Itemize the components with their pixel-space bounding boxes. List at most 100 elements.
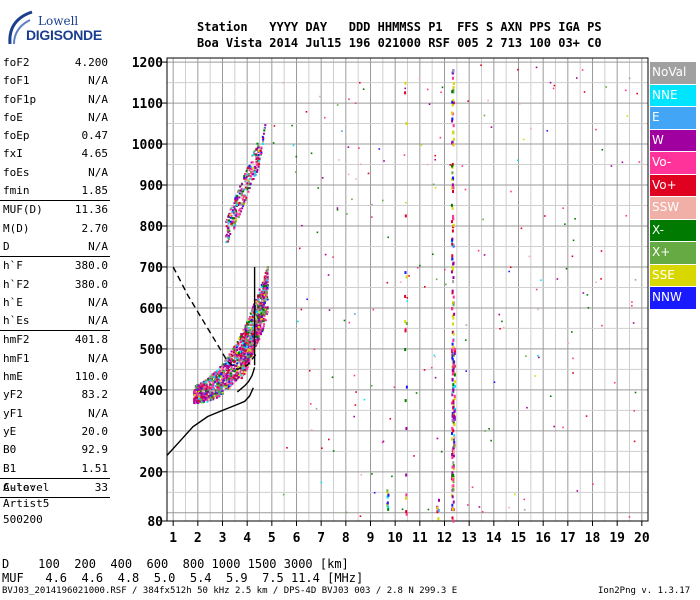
param-name: B0 xyxy=(3,443,17,457)
echo-point xyxy=(203,396,206,399)
echo-point xyxy=(257,310,260,313)
echo-point xyxy=(243,177,246,180)
echo-point xyxy=(367,172,370,175)
echo-point xyxy=(203,383,206,386)
echo-point xyxy=(222,381,225,384)
echo-point xyxy=(465,370,467,372)
echo-point xyxy=(233,227,236,230)
echo-point xyxy=(245,331,248,334)
echo-point xyxy=(232,211,235,214)
echo-point xyxy=(408,275,410,277)
echo-point xyxy=(386,281,389,284)
echo-point xyxy=(258,330,261,333)
echo-point xyxy=(600,250,603,252)
echo-point xyxy=(235,205,238,208)
echo-point xyxy=(251,161,254,164)
x-tick-label: 4 xyxy=(243,531,251,546)
echo-point xyxy=(452,303,455,307)
echo-point xyxy=(243,362,246,365)
echo-point xyxy=(249,347,252,350)
echo-point xyxy=(520,227,523,230)
echo-point xyxy=(451,214,454,218)
echo-point xyxy=(633,440,636,443)
echo-point xyxy=(251,154,254,157)
echo-point xyxy=(201,382,204,385)
echo-point xyxy=(257,316,260,319)
echo-point xyxy=(535,288,538,291)
echo-point xyxy=(451,346,454,350)
echo-point xyxy=(452,88,455,92)
echo-point xyxy=(234,199,237,202)
echo-point xyxy=(254,166,257,169)
echo-point xyxy=(263,318,266,321)
param-value: 83.2 xyxy=(81,388,109,402)
echo-point xyxy=(244,368,247,371)
echo-point xyxy=(240,333,243,336)
echo-point xyxy=(251,340,254,343)
echo-point xyxy=(242,188,245,191)
echo-point xyxy=(233,370,236,373)
echo-point xyxy=(196,384,199,387)
echo-point xyxy=(241,190,244,193)
echo-point xyxy=(282,82,284,84)
echo-point xyxy=(405,493,408,497)
echo-point xyxy=(256,313,259,316)
echo-point xyxy=(253,172,256,175)
echo-point xyxy=(215,394,218,397)
echo-point xyxy=(251,335,254,338)
echo-point xyxy=(453,434,456,438)
echo-point xyxy=(508,506,510,509)
echo-point xyxy=(254,319,257,322)
echo-point xyxy=(246,358,249,361)
echo-point xyxy=(231,355,234,358)
echo-point xyxy=(243,201,246,204)
echo-point xyxy=(451,493,454,497)
echo-point xyxy=(434,355,436,358)
echo-point xyxy=(248,360,251,363)
param-value: N/A xyxy=(88,314,108,328)
echo-point xyxy=(248,172,251,175)
echo-point xyxy=(223,375,226,378)
footer-file-info: BVJ03_2014196021000.RSF / 384fx512h 50 k… xyxy=(2,586,458,596)
echo-point xyxy=(437,498,440,502)
echo-point xyxy=(239,361,242,364)
echo-point xyxy=(467,504,469,506)
param-name: foEp xyxy=(3,129,30,143)
echo-point xyxy=(354,404,357,406)
echo-point xyxy=(223,384,226,387)
echo-point xyxy=(249,349,252,352)
echo-point xyxy=(359,81,361,84)
echo-point xyxy=(264,283,267,286)
echo-point xyxy=(233,356,236,359)
echo-point xyxy=(451,356,454,360)
echo-point xyxy=(343,319,346,322)
echo-point xyxy=(250,310,253,313)
echo-point xyxy=(234,196,237,199)
echo-point xyxy=(451,141,454,145)
echo-point xyxy=(453,440,456,444)
echo-point xyxy=(266,268,269,271)
echo-point xyxy=(252,340,255,343)
echo-point xyxy=(241,336,244,339)
echo-point xyxy=(198,396,201,399)
echo-point xyxy=(214,384,217,387)
echo-point xyxy=(237,365,240,368)
echo-point xyxy=(266,306,269,309)
echo-point xyxy=(263,288,266,291)
echo-point xyxy=(471,486,474,489)
echo-point xyxy=(250,168,253,171)
echo-point xyxy=(257,324,260,327)
echo-point xyxy=(247,346,250,349)
echo-point xyxy=(226,371,229,374)
echo-point xyxy=(224,379,227,382)
echo-point xyxy=(261,143,264,146)
echo-point xyxy=(221,390,224,393)
echo-point xyxy=(215,391,218,394)
echo-point xyxy=(387,236,389,239)
distance-row: D 100 200 400 600 800 1000 1500 3000 [km… xyxy=(2,557,349,571)
echo-point xyxy=(216,383,219,386)
echo-point xyxy=(257,336,260,339)
echo-point xyxy=(251,327,254,330)
echo-point xyxy=(244,198,247,201)
echo-point xyxy=(198,385,201,388)
